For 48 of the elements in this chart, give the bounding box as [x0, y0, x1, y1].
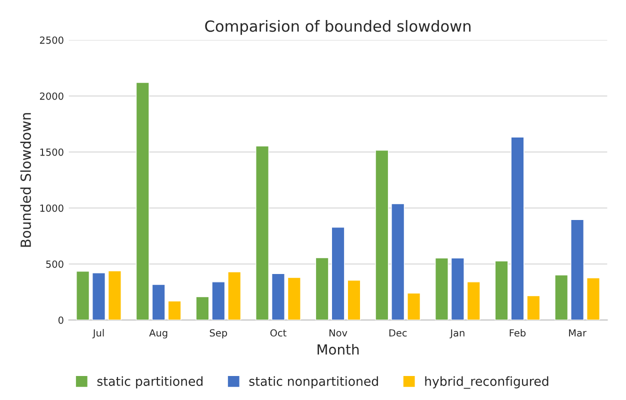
x-tick-label: Jan — [450, 329, 464, 338]
bar — [407, 292, 421, 320]
bar — [347, 280, 361, 320]
bar — [256, 146, 269, 320]
bar — [375, 150, 389, 320]
bar — [287, 277, 301, 320]
bar — [152, 284, 166, 320]
x-tick-label: Oct — [270, 329, 286, 337]
bar — [450, 258, 464, 320]
y-tick-label: 1500 — [40, 148, 64, 156]
y-tick-label: 500 — [46, 260, 64, 268]
x-tick-label: Mar — [569, 329, 586, 337]
x-tick-label: Jul — [92, 329, 104, 338]
bar — [196, 296, 210, 320]
bar — [570, 219, 584, 320]
legend-label: static nonpartitioned — [249, 376, 378, 388]
bar — [466, 282, 480, 320]
bar — [526, 295, 540, 320]
y-tick-label: 2500 — [40, 36, 64, 44]
bar — [434, 258, 448, 320]
bar — [92, 272, 106, 320]
y-axis-title: Bounded Slowdown — [20, 113, 32, 247]
chart-title: Comparision of bounded slowdown — [205, 20, 470, 35]
y-tick-label: 1000 — [40, 204, 64, 212]
x-tick-label: Aug — [149, 329, 168, 338]
legend-label: static partitioned — [97, 376, 202, 388]
bar — [391, 203, 405, 320]
bar — [494, 260, 508, 320]
bar — [315, 257, 329, 320]
legend-label: hybrid_reconfigured — [425, 376, 548, 389]
bar — [76, 270, 90, 320]
bar — [331, 226, 345, 320]
bar — [554, 274, 568, 320]
bar — [108, 270, 122, 320]
bar — [136, 82, 150, 320]
bar — [510, 136, 524, 320]
y-tick-label: 2000 — [40, 92, 64, 100]
x-tick-label: Sep — [210, 329, 228, 338]
x-tick-label: Dec — [389, 329, 407, 337]
x-tick-label: Nov — [330, 329, 348, 337]
x-tick-label: Feb — [510, 329, 526, 337]
bar — [228, 272, 242, 320]
x-axis-title: Month — [318, 344, 359, 355]
bar — [168, 300, 182, 320]
bar — [586, 278, 600, 320]
bar — [271, 273, 285, 320]
y-tick-label: 0 — [58, 316, 64, 324]
bar — [212, 282, 226, 320]
